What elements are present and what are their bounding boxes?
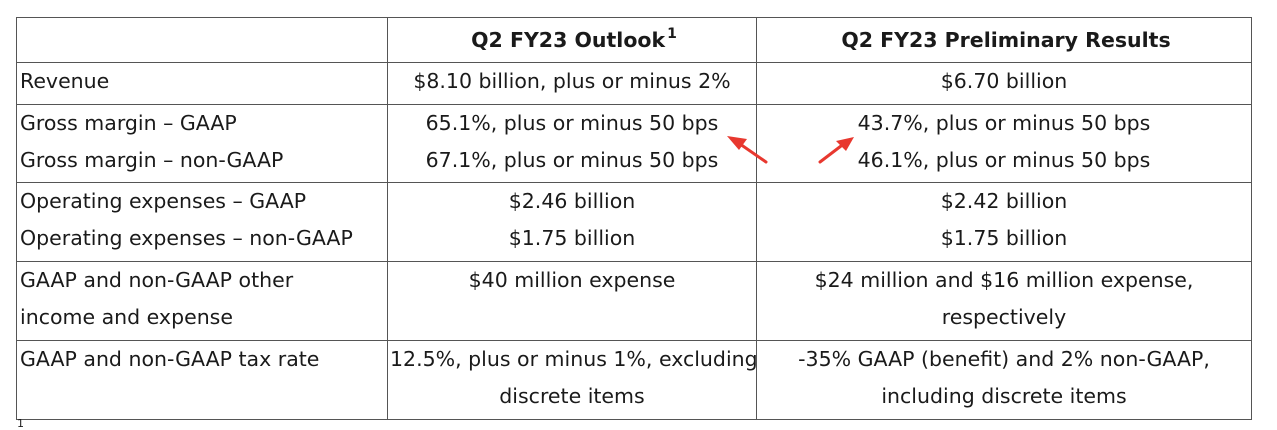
outlook-value: 67.1%, plus or minus 50 bps [425, 148, 719, 172]
outlook-cell: 65.1%, plus or minus 50 bps 67.1%, plus … [387, 104, 757, 183]
row-label-cell: Revenue [16, 62, 388, 105]
results-value: 46.1%, plus or minus 50 bps [857, 148, 1151, 172]
row-label: Gross margin – GAAP [20, 111, 237, 135]
row-label-cell: GAAP and non-GAAP other income and expen… [16, 261, 388, 341]
outlook-value: 12.5%, plus or minus 1%, excluding [390, 347, 758, 371]
footnote-superscript: 1 [667, 25, 677, 42]
table-row-operating-expenses: Operating expenses – GAAP Operating expe… [16, 182, 1252, 262]
table-row-gross-margin: Gross margin – GAAP Gross margin – non-G… [16, 104, 1252, 183]
results-value: respectively [941, 305, 1067, 329]
header-blank-cell [16, 17, 388, 63]
outlook-cell: $2.46 billion $1.75 billion [387, 182, 757, 262]
table-row-revenue: Revenue $8.10 billion, plus or minus 2% … [16, 62, 1252, 105]
header-row: Q2 FY23 Outlook 1 Q2 FY23 Preliminary Res… [16, 17, 1252, 63]
footnote-marker: 1 [17, 417, 24, 430]
row-label: GAAP and non-GAAP other [20, 268, 294, 292]
outlook-cell: 12.5%, plus or minus 1%, excluding discr… [387, 340, 758, 420]
results-cell: $6.70 billion [756, 62, 1252, 105]
results-value: 43.7%, plus or minus 50 bps [857, 111, 1151, 135]
row-label: GAAP and non-GAAP tax rate [20, 347, 320, 371]
outlook-cell: $8.10 billion, plus or minus 2% [387, 62, 757, 105]
row-label-cell: Operating expenses – GAAP Operating expe… [16, 182, 388, 262]
row-label-cell: GAAP and non-GAAP tax rate [16, 340, 388, 420]
outlook-value: $1.75 billion [508, 226, 636, 250]
results-value: $6.70 billion [940, 69, 1068, 93]
outlook-cell: $40 million expense [387, 261, 757, 341]
header-results-cell: Q2 FY23 Preliminary Results [756, 17, 1252, 63]
results-value: $2.42 billion [940, 189, 1068, 213]
header-outlook-cell: Q2 FY23 Outlook 1 [387, 17, 757, 63]
row-label: Operating expenses – non-GAAP [20, 226, 353, 250]
guidance-table: Q2 FY23 Outlook 1 Q2 FY23 Preliminary Res… [16, 17, 1252, 420]
results-cell: $24 million and $16 million expense, res… [756, 261, 1252, 341]
outlook-value: discrete items [499, 384, 645, 408]
row-label: Revenue [20, 69, 110, 93]
results-value: -35% GAAP (benefit) and 2% non-GAAP, [798, 347, 1210, 371]
row-label: income and expense [20, 305, 233, 329]
header-outlook-label: Q2 FY23 Outlook [471, 27, 666, 52]
results-cell: 43.7%, plus or minus 50 bps 46.1%, plus … [756, 104, 1252, 183]
row-label-cell: Gross margin – GAAP Gross margin – non-G… [16, 104, 388, 183]
outlook-value: 65.1%, plus or minus 50 bps [425, 111, 719, 135]
results-value: $1.75 billion [940, 226, 1068, 250]
row-label: Operating expenses – GAAP [20, 189, 307, 213]
outlook-value: $2.46 billion [508, 189, 636, 213]
results-cell: $2.42 billion $1.75 billion [756, 182, 1252, 262]
row-label: Gross margin – non-GAAP [20, 148, 284, 172]
table-row-other-income-expense: GAAP and non-GAAP other income and expen… [16, 261, 1252, 341]
outlook-value: $40 million expense [468, 268, 676, 292]
results-value: including discrete items [881, 384, 1127, 408]
results-value: $24 million and $16 million expense, [814, 268, 1194, 292]
table-row-tax-rate: GAAP and non-GAAP tax rate 12.5%, plus o… [16, 340, 1252, 420]
results-cell: -35% GAAP (benefit) and 2% non-GAAP, inc… [756, 340, 1252, 420]
outlook-value: $8.10 billion, plus or minus 2% [413, 69, 731, 93]
